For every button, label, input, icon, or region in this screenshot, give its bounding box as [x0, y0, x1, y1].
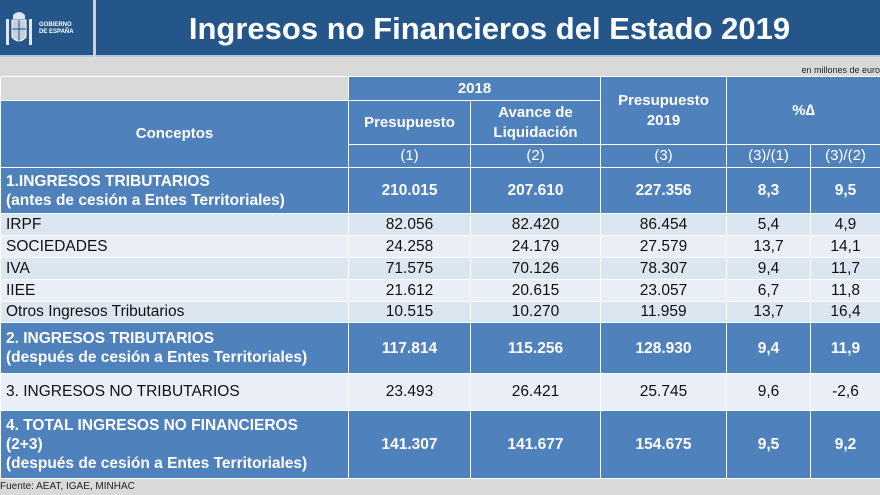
gobierno-logo: GOBIERNO DE ESPAÑA: [0, 0, 96, 57]
value-cell: 115.256: [470, 322, 601, 374]
row-label: 2. INGRESOS TRIBUTARIOS (después de cesió…: [0, 322, 349, 374]
value-cell: 20.615: [470, 279, 601, 302]
row-label-line: (antes de cesión a Entes Territoriales): [6, 191, 285, 209]
value-cell: 78.307: [600, 257, 727, 280]
units-note: en millones de euro: [801, 65, 880, 75]
row-label: IRPF: [0, 213, 349, 236]
value-cell: 207.610: [470, 167, 601, 214]
row-label: 1.INGRESOS TRIBUTARIOS (antes de cesión a…: [0, 167, 349, 214]
table-row: 3. INGRESOS NO TRIBUTARIOS 23.493 26.421 25…: [0, 373, 880, 411]
value-cell: 11,7: [809, 257, 880, 280]
value-cell: 9,5: [809, 167, 880, 214]
row-label-line: 3. INGRESOS NO TRIBUTARIOS: [6, 383, 240, 400]
row-label-line: 1.INGRESOS TRIBUTARIOS: [6, 172, 210, 190]
table-row: IIEE 21.612 20.615 23.057 6,7 11,8: [0, 279, 880, 302]
value-cell: 82.420: [470, 213, 601, 236]
value-cell: 9,2: [809, 410, 880, 479]
value-cell: 11,9: [809, 322, 880, 374]
value-cell: 141.307: [348, 410, 471, 479]
value-cell: 9,4: [726, 322, 811, 374]
logo-text-line2: DE ESPAÑA: [39, 28, 74, 35]
value-cell: 141.677: [470, 410, 601, 479]
value-cell: 11,8: [809, 279, 880, 302]
table-row: IVA 71.575 70.126 78.307 9,4 11,7: [0, 257, 880, 280]
value-cell: 21.612: [348, 279, 471, 302]
row-label: SOCIEDADES: [0, 235, 349, 258]
table-row: 4. TOTAL INGRESOS NO FINANCIEROS (2+3) (de…: [0, 410, 880, 479]
header-presupuesto-2019: Presupuesto 2019: [600, 76, 727, 145]
value-cell: 23.493: [348, 373, 471, 411]
value-cell: 9,5: [726, 410, 811, 479]
value-cell: 82.056: [348, 213, 471, 236]
header-c2: (2): [470, 144, 601, 168]
header-c3: (3): [600, 144, 727, 168]
value-cell: 27.579: [600, 235, 727, 258]
value-cell: 10.270: [470, 301, 601, 323]
row-label-line: (2+3): [6, 436, 43, 453]
value-cell: 8,3: [726, 167, 811, 214]
value-cell: 13,7: [726, 301, 811, 323]
row-label: Otros Ingresos Tributarios: [0, 301, 349, 323]
value-cell: 210.015: [348, 167, 471, 214]
value-cell: 5,4: [726, 213, 811, 236]
header-c4: (3)/(1): [726, 144, 811, 168]
row-label-line: (después de cesión a Entes Territoriales…: [6, 455, 308, 472]
row-label-line: IIEE: [6, 281, 36, 299]
row-label-line: IRPF: [6, 215, 42, 233]
row-label-line: SOCIEDADES: [6, 237, 108, 255]
logo-text-line1: GOBIERNO: [39, 21, 72, 28]
value-cell: 227.356: [600, 167, 727, 214]
revenue-table: 2018 Presupuesto 2019 %∆ Conceptos Presu…: [0, 76, 880, 479]
source-note: Fuente: AEAT, IGAE, MINHAC: [0, 481, 135, 492]
row-label-line: (después de cesión a Entes Territoriales…: [6, 349, 308, 366]
row-label: IVA: [0, 257, 349, 280]
empty-corner: [0, 76, 349, 101]
value-cell: 24.179: [470, 235, 601, 258]
value-cell: 71.575: [348, 257, 471, 280]
value-cell: 4,9: [809, 213, 880, 236]
table-row: Otros Ingresos Tributarios 10.515 10.270 11…: [0, 301, 880, 323]
row-label-line: IVA: [6, 259, 30, 277]
value-cell: 23.057: [600, 279, 727, 302]
value-cell: 128.930: [600, 322, 727, 374]
value-cell: 14,1: [809, 235, 880, 258]
header-bar: GOBIERNO DE ESPAÑA Ingresos no Financiero…: [0, 0, 880, 57]
value-cell: 6,7: [726, 279, 811, 302]
value-cell: 10.515: [348, 301, 471, 323]
table-row: SOCIEDADES 24.258 24.179 27.579 13,7 14,1: [0, 235, 880, 258]
coat-of-arms-icon: [6, 11, 32, 45]
value-cell: 24.258: [348, 235, 471, 258]
value-cell: 9,4: [726, 257, 811, 280]
header-pct-delta: %∆: [725, 76, 880, 145]
value-cell: 9,6: [726, 373, 811, 411]
value-cell: -2,6: [809, 373, 880, 411]
row-label: IIEE: [0, 279, 349, 302]
value-cell: 25.745: [600, 373, 727, 411]
value-cell: 11.959: [600, 301, 727, 323]
value-cell: 13,7: [726, 235, 811, 258]
table-row: 2. INGRESOS TRIBUTARIOS (después de cesió…: [0, 322, 880, 374]
header-c1: (1): [348, 144, 471, 168]
value-cell: 154.675: [600, 410, 727, 479]
header-2018: 2018: [348, 76, 601, 101]
header-avance: Avance de Liquidación: [470, 100, 601, 145]
value-cell: 16,4: [809, 301, 880, 323]
row-label-line: Otros Ingresos Tributarios: [6, 303, 185, 320]
value-cell: 26.421: [470, 373, 601, 411]
header-conceptos: Conceptos: [0, 100, 349, 168]
row-label: 3. INGRESOS NO TRIBUTARIOS: [0, 373, 349, 411]
header-c5: (3)/(2): [809, 144, 880, 168]
row-label-line: 2. INGRESOS TRIBUTARIOS: [6, 330, 215, 347]
table-row: IRPF 82.056 82.420 86.454 5,4 4,9: [0, 213, 880, 236]
page-title: Ingresos no Financieros del Estado 2019: [188, 10, 791, 46]
table-row: 1.INGRESOS TRIBUTARIOS (antes de cesión a…: [0, 167, 880, 214]
value-cell: 117.814: [348, 322, 471, 374]
header-presupuesto: Presupuesto: [348, 100, 471, 145]
value-cell: 86.454: [600, 213, 727, 236]
row-label: 4. TOTAL INGRESOS NO FINANCIEROS (2+3) (de…: [0, 410, 349, 479]
value-cell: 70.126: [470, 257, 601, 280]
row-label-line: 4. TOTAL INGRESOS NO FINANCIEROS: [6, 417, 298, 434]
